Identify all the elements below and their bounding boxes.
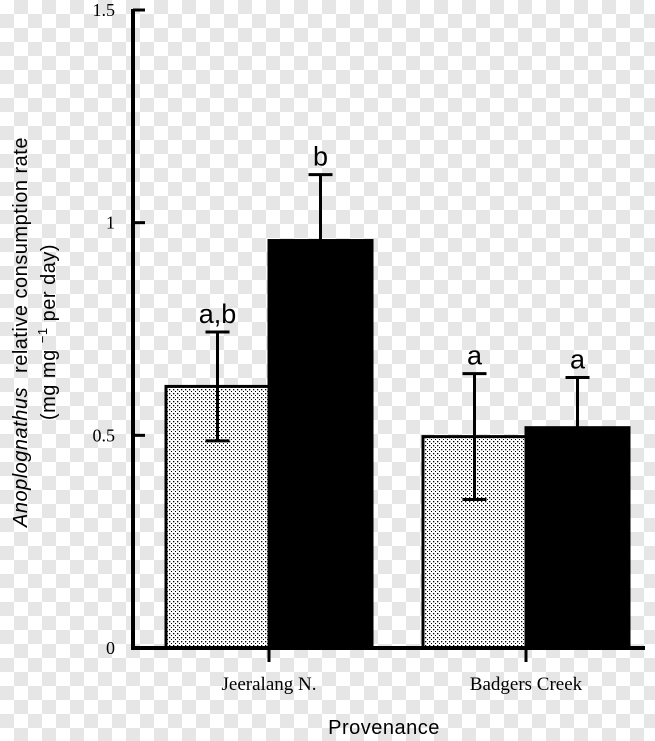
bar-badgers-creek-series-2 <box>524 426 631 650</box>
error-bar <box>565 375 590 428</box>
x-tick-label: Badgers Creek <box>470 674 583 695</box>
significance-label: b <box>313 142 328 172</box>
significance-labels: a,b a b a <box>199 142 586 375</box>
bar-jeeralang-n-series-2 <box>267 239 374 650</box>
y-tick-label: 0.5 <box>93 425 116 445</box>
y-axis-title-text: relative consumption rate <box>10 137 32 373</box>
y-tick-label: 1 <box>106 213 115 233</box>
x-tick-label: Jeeralang N. <box>222 674 317 695</box>
significance-label: a,b <box>199 299 237 329</box>
y-tick-label: 0 <box>106 638 115 658</box>
y-axis-units-prefix: (mg mg <box>38 349 60 420</box>
error-bar <box>462 372 487 502</box>
y-axis-title: Anoplognathus relative consumption rate … <box>10 137 60 528</box>
y-axis-units-sup: −1 <box>35 327 50 343</box>
svg-text:Anoplognathus relative c: Anoplognathus relative consumption rate <box>10 137 32 528</box>
error-bar <box>308 173 333 241</box>
x-axis-title: Provenance <box>328 717 440 739</box>
y-axis-units-suffix: per day) <box>38 244 60 321</box>
error-bar <box>205 330 230 443</box>
significance-label: a <box>467 341 483 371</box>
y-ticks: 0 0.5 1 1.5 <box>93 0 145 658</box>
svg-text:(mg mg −1 per day: (mg mg −1 per day) <box>30 244 60 420</box>
y-tick-label: 1.5 <box>93 0 116 20</box>
significance-label: a <box>570 344 586 374</box>
error-bars <box>205 173 590 502</box>
x-ticks: Jeeralang N. Badgers Creek <box>222 648 583 695</box>
y-axis-title-italic: Anoplognathus <box>10 387 32 528</box>
